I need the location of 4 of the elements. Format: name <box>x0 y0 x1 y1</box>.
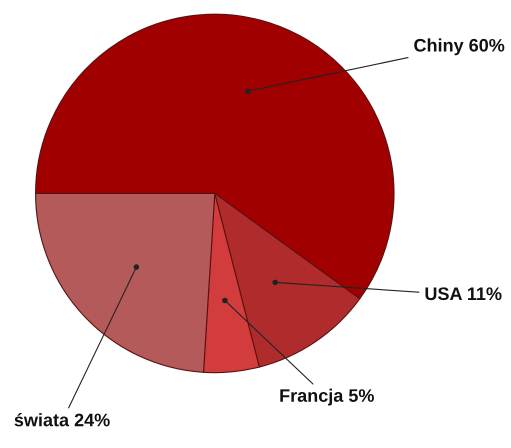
slice-label: Chiny 60% <box>414 38 504 56</box>
slice-label: USA 11% <box>425 287 502 300</box>
slice-label: Francja 5% <box>280 388 374 406</box>
slice-label: świata 24% <box>14 412 110 426</box>
